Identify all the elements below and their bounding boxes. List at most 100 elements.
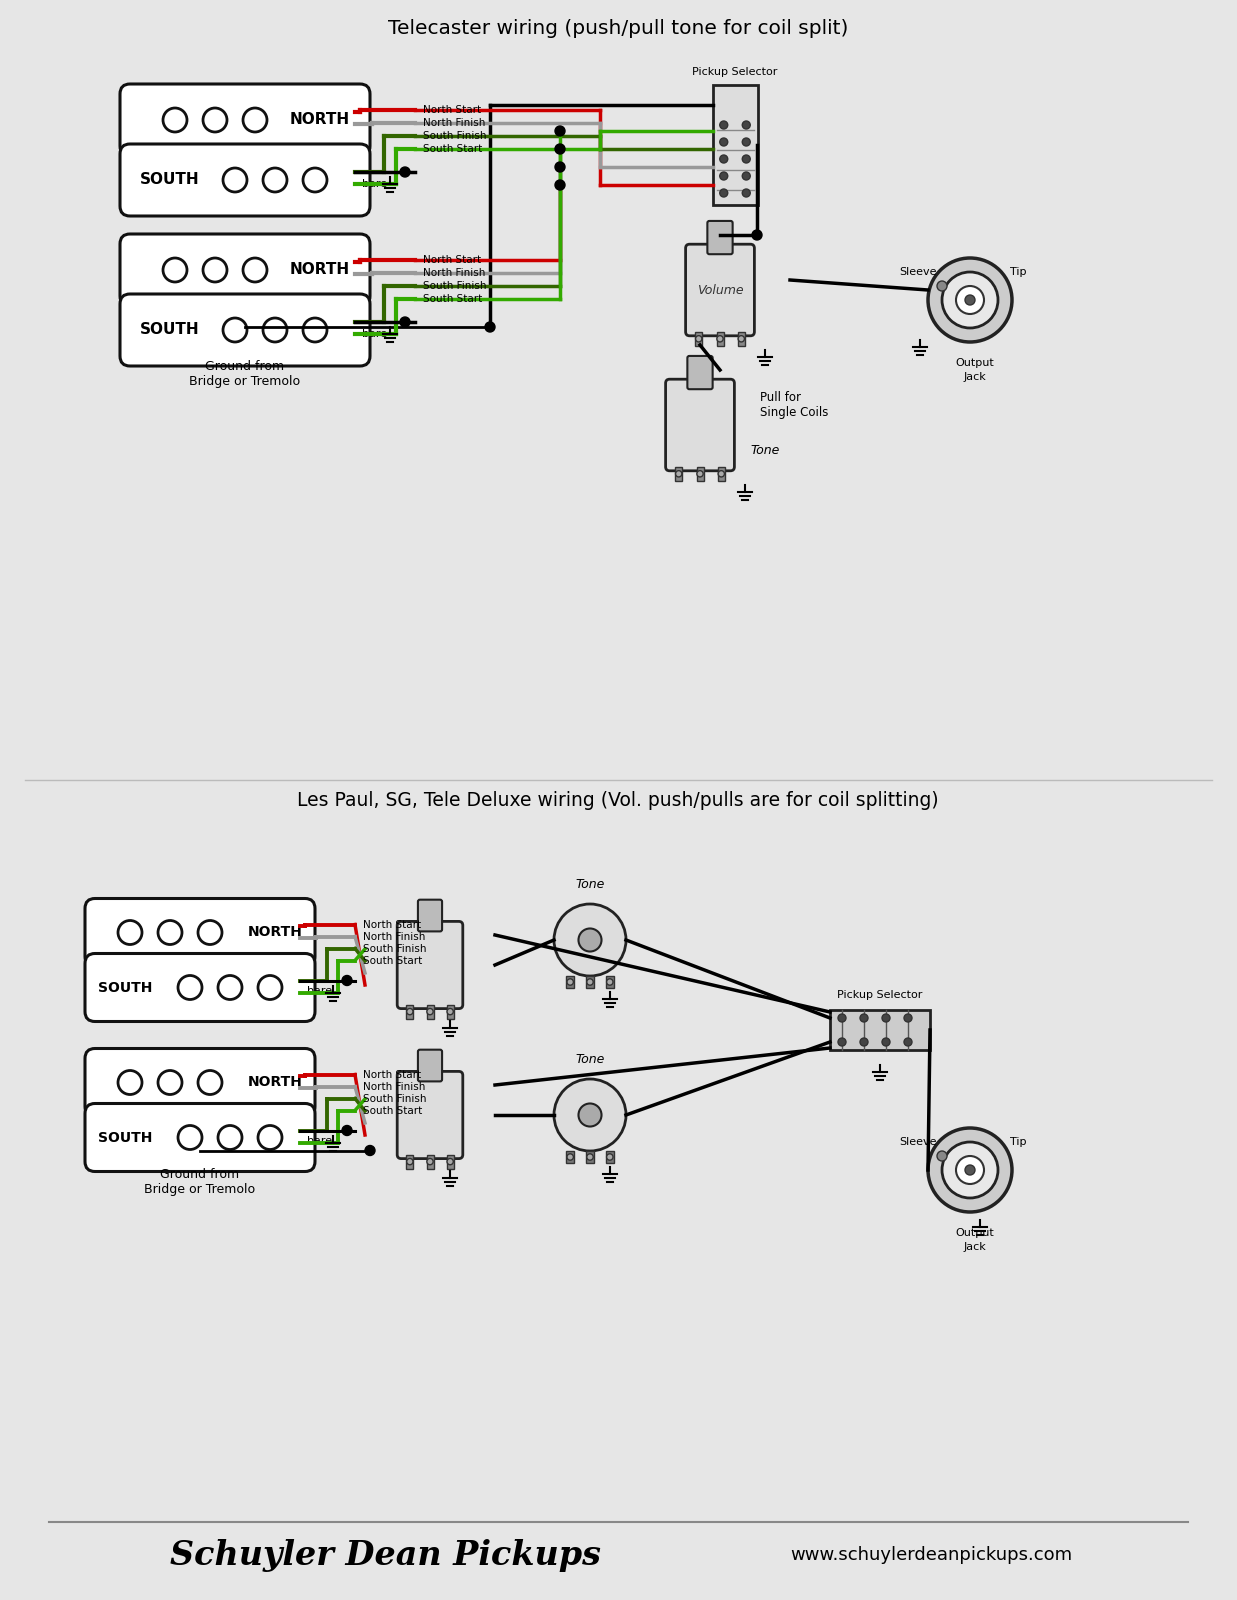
Circle shape bbox=[717, 336, 724, 342]
Circle shape bbox=[882, 1038, 889, 1046]
Circle shape bbox=[956, 1155, 983, 1184]
Circle shape bbox=[555, 179, 565, 190]
FancyBboxPatch shape bbox=[708, 221, 732, 254]
Bar bbox=[567, 1150, 574, 1163]
Circle shape bbox=[936, 1150, 948, 1162]
Circle shape bbox=[606, 1154, 614, 1160]
Circle shape bbox=[675, 470, 682, 477]
Circle shape bbox=[720, 122, 727, 130]
Text: SOUTH: SOUTH bbox=[140, 173, 200, 187]
FancyBboxPatch shape bbox=[120, 294, 370, 366]
Circle shape bbox=[218, 1125, 242, 1149]
Text: South Finish: South Finish bbox=[423, 131, 486, 141]
Text: South Start: South Start bbox=[423, 144, 482, 154]
Circle shape bbox=[223, 318, 247, 342]
Circle shape bbox=[904, 1014, 912, 1022]
Circle shape bbox=[720, 155, 727, 163]
Text: North Finish: North Finish bbox=[423, 267, 485, 278]
Text: South Start: South Start bbox=[362, 1106, 422, 1115]
Text: bare: bare bbox=[362, 330, 387, 339]
Circle shape bbox=[882, 1014, 889, 1022]
Circle shape bbox=[579, 928, 601, 952]
Circle shape bbox=[943, 1142, 998, 1198]
Text: NORTH: NORTH bbox=[247, 925, 302, 939]
Text: Pickup Selector: Pickup Selector bbox=[837, 990, 923, 1000]
Text: bare: bare bbox=[307, 987, 332, 997]
Text: South Finish: South Finish bbox=[362, 1093, 427, 1104]
Circle shape bbox=[752, 230, 762, 240]
Text: Tip: Tip bbox=[1009, 1138, 1027, 1147]
Circle shape bbox=[742, 189, 751, 197]
Bar bbox=[447, 1155, 454, 1168]
Circle shape bbox=[555, 162, 565, 171]
Circle shape bbox=[567, 1154, 574, 1160]
Circle shape bbox=[203, 258, 228, 282]
Text: Pickup Selector: Pickup Selector bbox=[693, 67, 778, 77]
FancyBboxPatch shape bbox=[85, 954, 315, 1021]
Circle shape bbox=[555, 144, 565, 154]
Text: SOUTH: SOUTH bbox=[98, 981, 152, 995]
Circle shape bbox=[720, 171, 727, 179]
Circle shape bbox=[118, 1070, 142, 1094]
Circle shape bbox=[742, 122, 751, 130]
Circle shape bbox=[555, 126, 565, 136]
Text: Output: Output bbox=[956, 358, 995, 368]
Circle shape bbox=[719, 470, 725, 477]
Circle shape bbox=[554, 1078, 626, 1150]
Circle shape bbox=[427, 1008, 433, 1014]
Circle shape bbox=[965, 1165, 975, 1174]
Text: South Start: South Start bbox=[423, 294, 482, 304]
Circle shape bbox=[837, 1038, 846, 1046]
Circle shape bbox=[606, 979, 614, 986]
Text: North Finish: North Finish bbox=[362, 931, 426, 941]
FancyBboxPatch shape bbox=[397, 922, 463, 1008]
Circle shape bbox=[696, 470, 703, 477]
Text: SOUTH: SOUTH bbox=[140, 323, 200, 338]
Circle shape bbox=[218, 976, 242, 1000]
Circle shape bbox=[198, 920, 221, 944]
Text: bare: bare bbox=[307, 1136, 332, 1147]
Bar bbox=[427, 1155, 433, 1168]
Circle shape bbox=[259, 976, 282, 1000]
Text: Tone: Tone bbox=[750, 443, 779, 456]
Circle shape bbox=[837, 1014, 846, 1022]
Bar bbox=[675, 467, 683, 480]
Circle shape bbox=[198, 1070, 221, 1094]
Circle shape bbox=[695, 336, 701, 342]
Circle shape bbox=[303, 318, 327, 342]
Circle shape bbox=[163, 258, 187, 282]
Circle shape bbox=[742, 138, 751, 146]
Text: Output: Output bbox=[956, 1229, 995, 1238]
Text: NORTH: NORTH bbox=[247, 1075, 302, 1090]
Text: Les Paul, SG, Tele Deluxe wiring (Vol. push/pulls are for coil splitting): Les Paul, SG, Tele Deluxe wiring (Vol. p… bbox=[297, 790, 939, 810]
Circle shape bbox=[586, 1154, 594, 1160]
Circle shape bbox=[203, 109, 228, 133]
Text: SOUTH: SOUTH bbox=[98, 1131, 152, 1144]
Text: Pull for
Single Coils: Pull for Single Coils bbox=[760, 390, 829, 419]
Circle shape bbox=[158, 1070, 182, 1094]
Circle shape bbox=[860, 1038, 868, 1046]
Text: Sleeve: Sleeve bbox=[899, 267, 936, 277]
Bar bbox=[606, 1150, 614, 1163]
Text: Tip: Tip bbox=[1009, 267, 1027, 277]
Bar bbox=[737, 331, 745, 346]
Circle shape bbox=[720, 189, 727, 197]
Circle shape bbox=[407, 1008, 413, 1014]
Text: Schuyler Dean Pickups: Schuyler Dean Pickups bbox=[169, 1539, 601, 1571]
Text: bare: bare bbox=[362, 179, 387, 189]
Text: NORTH: NORTH bbox=[289, 112, 350, 128]
Circle shape bbox=[158, 920, 182, 944]
Text: Sleeve: Sleeve bbox=[899, 1138, 936, 1147]
Circle shape bbox=[738, 336, 745, 342]
Circle shape bbox=[178, 976, 202, 1000]
Bar bbox=[586, 1150, 594, 1163]
Bar bbox=[830, 1010, 930, 1050]
Circle shape bbox=[242, 258, 267, 282]
FancyBboxPatch shape bbox=[685, 245, 755, 336]
FancyBboxPatch shape bbox=[418, 1050, 442, 1082]
Bar bbox=[406, 1005, 413, 1019]
Circle shape bbox=[223, 168, 247, 192]
Circle shape bbox=[860, 1014, 868, 1022]
Circle shape bbox=[904, 1038, 912, 1046]
Circle shape bbox=[447, 1008, 453, 1014]
